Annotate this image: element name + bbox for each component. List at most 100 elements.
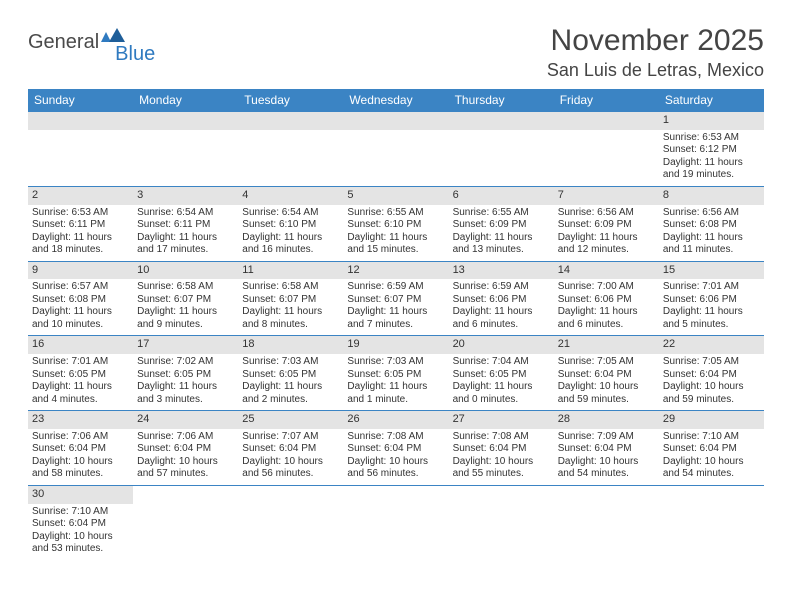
daylight-text: Daylight: 10 hours and 53 minutes. [32,531,129,556]
sunset-text: Sunset: 6:08 PM [32,294,129,307]
day-number: 12 [343,262,448,280]
sunrise-text: Sunrise: 6:55 AM [347,207,444,220]
weeks-container: 1Sunrise: 6:53 AMSunset: 6:12 PMDaylight… [28,112,764,560]
sunset-text: Sunset: 6:07 PM [137,294,234,307]
day-number-empty [554,112,659,130]
sunrise-text: Sunrise: 6:56 AM [663,207,760,220]
day-cell: 13Sunrise: 6:59 AMSunset: 6:06 PMDayligh… [449,262,554,336]
day-cell-empty [133,486,238,560]
day-number: 1 [659,112,764,130]
day-number: 17 [133,336,238,354]
day-number: 26 [343,411,448,429]
sunrise-text: Sunrise: 6:54 AM [242,207,339,220]
brand-part2: Blue [115,43,155,66]
sunrise-text: Sunrise: 7:05 AM [663,356,760,369]
day-number: 22 [659,336,764,354]
day-number: 23 [28,411,133,429]
daylight-text: Daylight: 11 hours and 19 minutes. [663,157,760,182]
sunset-text: Sunset: 6:10 PM [347,219,444,232]
day-cell-empty [554,112,659,186]
calendar: SundayMondayTuesdayWednesdayThursdayFrid… [28,89,764,560]
day-number-empty [133,112,238,130]
day-cell-empty [133,112,238,186]
weekday-cell: Tuesday [238,89,343,112]
day-cell: 3Sunrise: 6:54 AMSunset: 6:11 PMDaylight… [133,187,238,261]
daylight-text: Daylight: 10 hours and 56 minutes. [242,456,339,481]
sunrise-text: Sunrise: 7:03 AM [347,356,444,369]
day-cell: 14Sunrise: 7:00 AMSunset: 6:06 PMDayligh… [554,262,659,336]
weekday-cell: Thursday [449,89,554,112]
daylight-text: Daylight: 11 hours and 3 minutes. [137,381,234,406]
sunrise-text: Sunrise: 6:57 AM [32,281,129,294]
sunset-text: Sunset: 6:09 PM [453,219,550,232]
day-cell-empty [343,112,448,186]
day-number-empty [28,112,133,130]
brand-logo: General Blue [28,24,167,54]
day-cell: 11Sunrise: 6:58 AMSunset: 6:07 PMDayligh… [238,262,343,336]
weekday-cell: Wednesday [343,89,448,112]
day-cell: 30Sunrise: 7:10 AMSunset: 6:04 PMDayligh… [28,486,133,560]
sunrise-text: Sunrise: 7:06 AM [137,431,234,444]
sunrise-text: Sunrise: 7:05 AM [558,356,655,369]
daylight-text: Daylight: 10 hours and 59 minutes. [663,381,760,406]
sunset-text: Sunset: 6:04 PM [32,443,129,456]
sunrise-text: Sunrise: 7:04 AM [453,356,550,369]
sunset-text: Sunset: 6:06 PM [558,294,655,307]
day-cell-empty [28,112,133,186]
daylight-text: Daylight: 11 hours and 6 minutes. [558,306,655,331]
daylight-text: Daylight: 11 hours and 13 minutes. [453,232,550,257]
brand-part1: General [28,31,99,54]
day-number-empty [238,112,343,130]
day-cell: 9Sunrise: 6:57 AMSunset: 6:08 PMDaylight… [28,262,133,336]
day-cell: 22 Sunrise: 7:05 AMSunset: 6:04 PMDayligh… [659,336,764,410]
daylight-text: Daylight: 10 hours and 59 minutes. [558,381,655,406]
sunrise-text: Sunrise: 7:06 AM [32,431,129,444]
weekday-cell: Sunday [28,89,133,112]
sunset-text: Sunset: 6:09 PM [558,219,655,232]
sunrise-text: Sunrise: 7:10 AM [32,506,129,519]
day-cell: 4Sunrise: 6:54 AMSunset: 6:10 PMDaylight… [238,187,343,261]
sunrise-text: Sunrise: 7:01 AM [32,356,129,369]
day-cell-empty [449,112,554,186]
daylight-text: Daylight: 11 hours and 4 minutes. [32,381,129,406]
daylight-text: Daylight: 11 hours and 15 minutes. [347,232,444,257]
day-number: 8 [659,187,764,205]
sunset-text: Sunset: 6:04 PM [32,518,129,531]
day-number: 10 [133,262,238,280]
sunrise-text: Sunrise: 7:08 AM [453,431,550,444]
daylight-text: Daylight: 10 hours and 54 minutes. [663,456,760,481]
daylight-text: Daylight: 11 hours and 12 minutes. [558,232,655,257]
header: General Blue November 2025 San Luis de L… [28,24,764,81]
week-row: 30Sunrise: 7:10 AMSunset: 6:04 PMDayligh… [28,486,764,560]
day-cell: 24Sunrise: 7:06 AMSunset: 6:04 PMDayligh… [133,411,238,485]
day-number: 29 [659,411,764,429]
day-cell-empty [238,486,343,560]
day-number: 21 [554,336,659,354]
day-cell: 5Sunrise: 6:55 AMSunset: 6:10 PMDaylight… [343,187,448,261]
day-number: 24 [133,411,238,429]
day-cell: 17Sunrise: 7:02 AMSunset: 6:05 PMDayligh… [133,336,238,410]
day-number: 11 [238,262,343,280]
sunset-text: Sunset: 6:04 PM [663,369,760,382]
day-cell: 16Sunrise: 7:01 AMSunset: 6:05 PMDayligh… [28,336,133,410]
sunrise-text: Sunrise: 7:03 AM [242,356,339,369]
sunrise-text: Sunrise: 6:58 AM [242,281,339,294]
daylight-text: Daylight: 11 hours and 17 minutes. [137,232,234,257]
sunset-text: Sunset: 6:12 PM [663,144,760,157]
sunrise-text: Sunrise: 7:00 AM [558,281,655,294]
week-row: 2Sunrise: 6:53 AMSunset: 6:11 PMDaylight… [28,187,764,262]
daylight-text: Daylight: 11 hours and 1 minute. [347,381,444,406]
day-number: 27 [449,411,554,429]
sunset-text: Sunset: 6:04 PM [347,443,444,456]
sunset-text: Sunset: 6:11 PM [137,219,234,232]
day-cell: 29Sunrise: 7:10 AMSunset: 6:04 PMDayligh… [659,411,764,485]
daylight-text: Daylight: 11 hours and 8 minutes. [242,306,339,331]
day-cell: 27Sunrise: 7:08 AMSunset: 6:04 PMDayligh… [449,411,554,485]
sunrise-text: Sunrise: 6:53 AM [32,207,129,220]
day-cell: 12Sunrise: 6:59 AMSunset: 6:07 PMDayligh… [343,262,448,336]
daylight-text: Daylight: 10 hours and 55 minutes. [453,456,550,481]
sunset-text: Sunset: 6:08 PM [663,219,760,232]
sunset-text: Sunset: 6:04 PM [558,443,655,456]
day-number: 14 [554,262,659,280]
daylight-text: Daylight: 11 hours and 9 minutes. [137,306,234,331]
